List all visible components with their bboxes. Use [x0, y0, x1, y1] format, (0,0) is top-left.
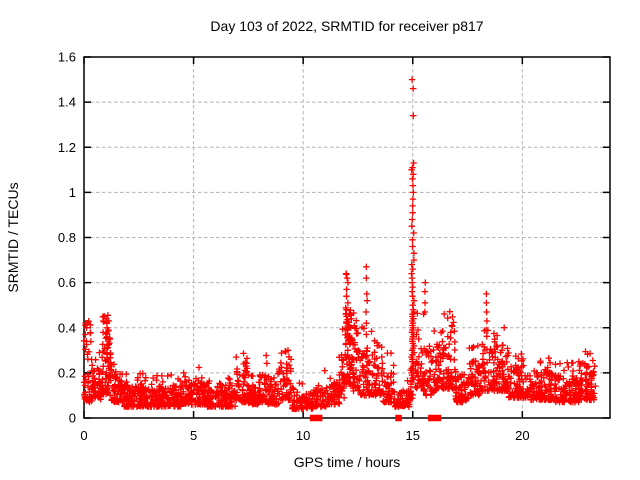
y-tick-label: 0.4 [58, 320, 76, 335]
y-tick-label: 1 [69, 185, 76, 200]
y-tick-label: 1.4 [58, 95, 76, 110]
y-tick-label: 0 [69, 411, 76, 426]
data-points [80, 76, 599, 422]
y-axis-label: SRMTID / TECUs [5, 182, 21, 292]
y-tick-label: 0.2 [58, 365, 76, 380]
x-tick-label: 5 [190, 428, 197, 443]
x-tick-label: 0 [80, 428, 87, 443]
y-tick-label: 1.6 [58, 50, 76, 65]
x-tick-label: 20 [515, 428, 529, 443]
x-tick-label: 15 [406, 428, 420, 443]
x-axis-label: GPS time / hours [294, 454, 401, 470]
y-tick-label: 0.6 [58, 275, 76, 290]
x-tick-label: 10 [296, 428, 310, 443]
tick-labels: 0 5 10 15 20 0 0.2 0.4 0.6 0.8 1 1.2 1.4 1.6 [58, 50, 530, 444]
y-tick-label: 0.8 [58, 230, 76, 245]
scatter-plus-markers [80, 76, 599, 413]
y-tick-label: 1.2 [58, 140, 76, 155]
chart-title: Day 103 of 2022, SRMTID for receiver p81… [210, 18, 483, 34]
axes-and-ticks [83, 56, 611, 419]
